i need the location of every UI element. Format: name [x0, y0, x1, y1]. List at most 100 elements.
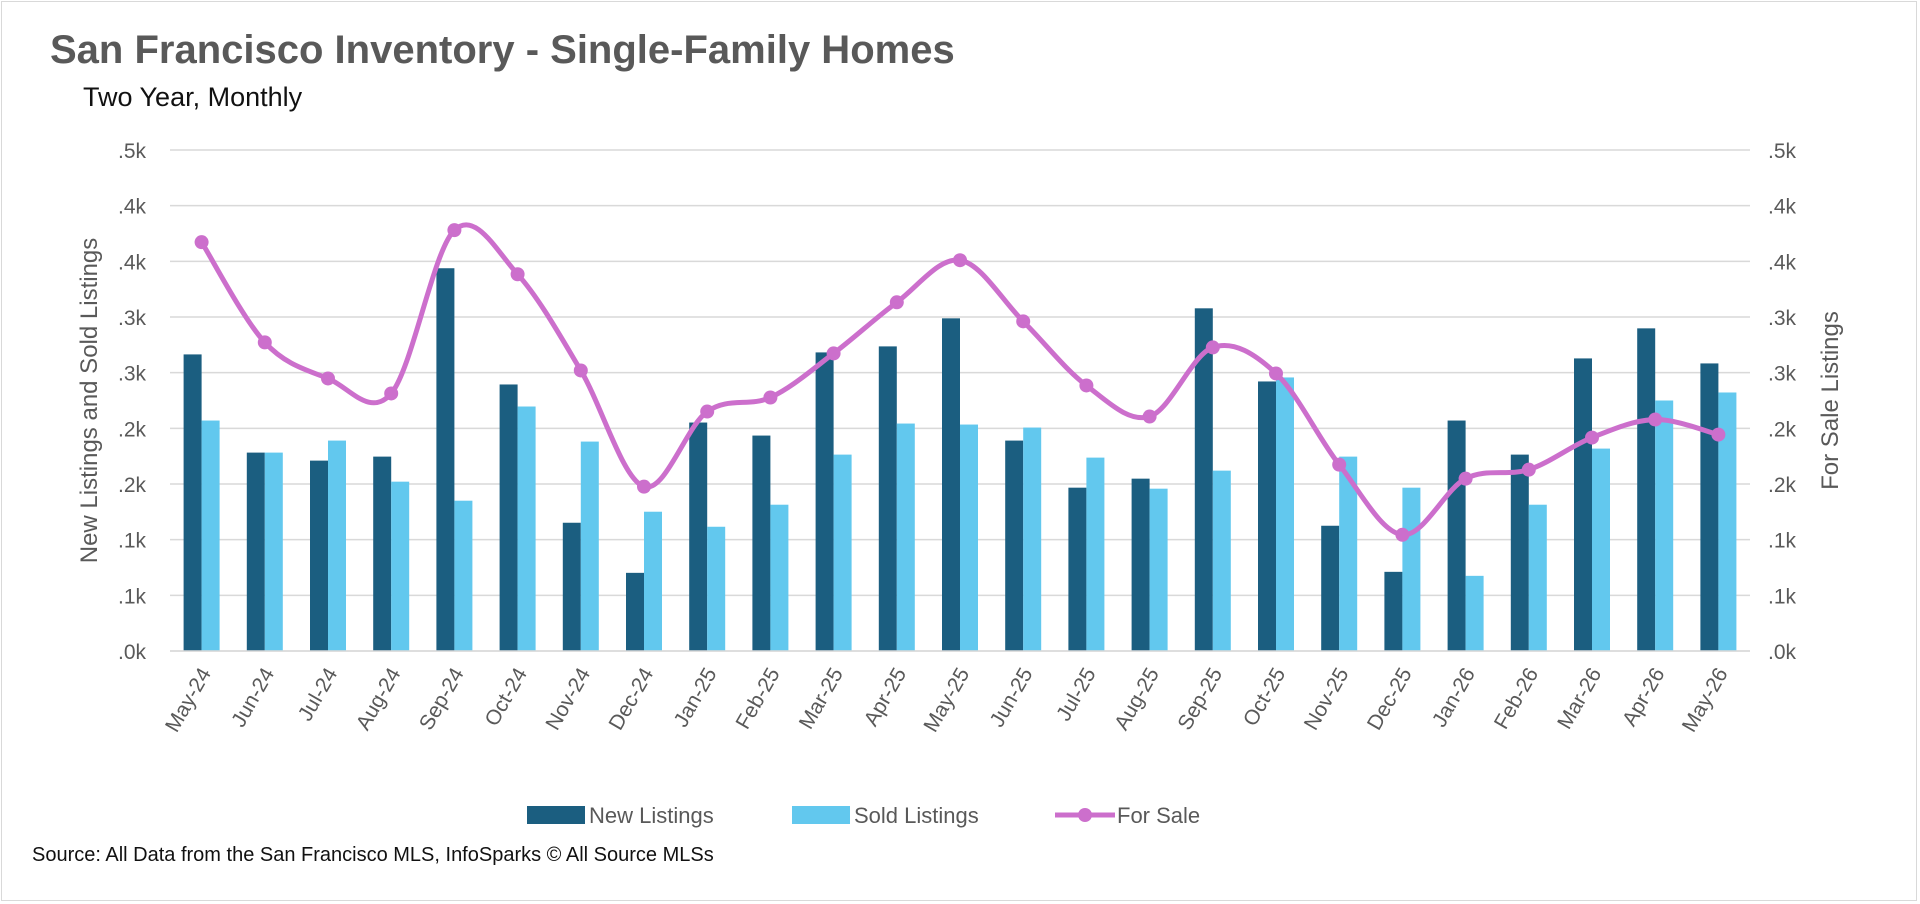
bar-sold-listings	[454, 500, 473, 651]
y-tick-label: .0k	[118, 641, 147, 664]
bar-sold-listings	[960, 424, 978, 651]
bar-new-listings	[1068, 487, 1087, 651]
x-tick-label: Oct-24	[480, 664, 532, 730]
x-tick-label: May-24	[161, 664, 216, 736]
bar-new-listings	[1384, 571, 1403, 651]
bar-new-listings	[499, 384, 518, 651]
x-tick-label: Jul-25	[1052, 664, 1101, 725]
point-for-sale	[510, 267, 525, 282]
y-tick-label: .5k	[118, 140, 147, 163]
bar-sold-listings	[264, 452, 283, 651]
x-tick-label: Feb-26	[1490, 664, 1543, 733]
bar-sold-listings	[1402, 487, 1421, 651]
x-tick-label: Feb-25	[732, 664, 785, 733]
x-tick-label: Apr-26	[1618, 664, 1669, 730]
bar-sold-listings	[1592, 448, 1610, 651]
point-for-sale	[1016, 314, 1031, 329]
bar-new-listings	[1447, 420, 1466, 651]
y-axis-title: New Listings and Sold Listings	[76, 238, 103, 564]
point-for-sale	[1521, 462, 1536, 477]
bar-new-listings	[1574, 358, 1592, 651]
y2-tick-label: .2k	[1768, 474, 1797, 497]
x-tick-label: Jun-24	[227, 664, 279, 731]
y2-tick-label: .2k	[1768, 418, 1797, 441]
bar-new-listings	[942, 318, 960, 651]
point-for-sale	[763, 390, 778, 405]
bar-new-listings	[1194, 308, 1213, 651]
x-tick-label: May-25	[919, 664, 974, 736]
bar-new-listings	[246, 452, 265, 651]
bar-sold-listings	[391, 481, 410, 651]
bar-new-listings	[310, 460, 328, 651]
point-for-sale	[1395, 527, 1410, 542]
bar-sold-listings	[1086, 457, 1105, 651]
y2-axis-title: For Sale Listings	[1817, 311, 1844, 490]
bar-new-listings	[1131, 478, 1150, 651]
point-for-sale	[257, 335, 272, 350]
bar-sold-listings	[896, 423, 915, 651]
x-tick-label: Oct-25	[1239, 664, 1290, 730]
y2-tick-label: .4k	[1768, 251, 1797, 274]
bar-new-listings	[878, 346, 897, 651]
point-for-sale	[1458, 471, 1473, 486]
x-tick-label: Nov-25	[1300, 664, 1354, 734]
source-note: Source: All Data from the San Francisco …	[32, 844, 714, 866]
y2-tick-label: .1k	[1768, 530, 1797, 553]
y-tick-label: .3k	[118, 307, 147, 330]
point-for-sale	[194, 235, 209, 250]
x-tick-label: Sep-25	[1173, 664, 1227, 734]
bar-new-listings	[1258, 381, 1276, 651]
x-tick-label: Jul-24	[294, 664, 343, 725]
bar-new-listings	[436, 268, 455, 651]
point-for-sale	[1269, 366, 1283, 381]
y2-tick-label: .3k	[1768, 363, 1797, 386]
point-for-sale	[447, 223, 462, 238]
legend-label-for-sale: For Sale	[1117, 803, 1200, 828]
point-for-sale	[1711, 427, 1726, 442]
line-for-sale	[199, 222, 1720, 538]
bar-new-listings	[562, 522, 581, 651]
point-for-sale	[826, 346, 841, 361]
y-tick-label: .2k	[118, 474, 147, 497]
bar-new-listings	[689, 422, 708, 651]
y2-tick-label: .5k	[1768, 140, 1797, 163]
bar-sold-listings	[1465, 575, 1484, 651]
x-tick-label: Apr-25	[860, 664, 911, 730]
point-for-sale	[953, 253, 967, 268]
y-tick-label: .2k	[118, 418, 147, 441]
bar-sold-listings	[707, 526, 726, 651]
x-tick-label: Nov-24	[541, 664, 595, 734]
legend-swatch-sold-listings	[792, 806, 850, 824]
bar-sold-listings	[328, 440, 346, 651]
point-for-sale	[384, 386, 399, 401]
y-tick-label: .3k	[118, 363, 147, 386]
x-tick-label: Sep-24	[415, 664, 469, 734]
bar-new-listings	[1005, 440, 1024, 651]
x-tick-label: Jun-25	[986, 664, 1038, 731]
y2-tick-label: .3k	[1768, 307, 1797, 330]
x-tick-label: Aug-25	[1110, 664, 1164, 734]
point-for-sale	[1142, 409, 1157, 424]
point-for-sale	[637, 479, 651, 494]
bar-sold-listings	[833, 454, 852, 651]
x-tick-label: Jan-25	[670, 664, 722, 731]
x-tick-label: Jan-26	[1428, 664, 1480, 731]
legend-swatch-new-listings	[527, 806, 585, 824]
bar-new-listings	[1700, 363, 1719, 651]
legend-label-new-listings: New Listings	[589, 803, 714, 828]
point-for-sale	[573, 363, 588, 378]
bar-sold-listings	[201, 420, 220, 651]
y2-tick-label: .4k	[1768, 196, 1797, 219]
legend-label-sold-listings: Sold Listings	[854, 803, 979, 828]
bar-new-listings	[1637, 328, 1656, 651]
bar-sold-listings	[770, 504, 789, 651]
x-tick-label: May-26	[1678, 664, 1733, 736]
x-tick-label: Mar-25	[795, 664, 848, 733]
bar-sold-listings	[1718, 392, 1737, 651]
y-tick-label: .4k	[118, 196, 147, 219]
bar-new-listings	[1321, 525, 1340, 651]
point-for-sale	[1648, 412, 1663, 427]
bar-new-listings	[752, 435, 771, 651]
bar-sold-listings	[1528, 504, 1547, 651]
